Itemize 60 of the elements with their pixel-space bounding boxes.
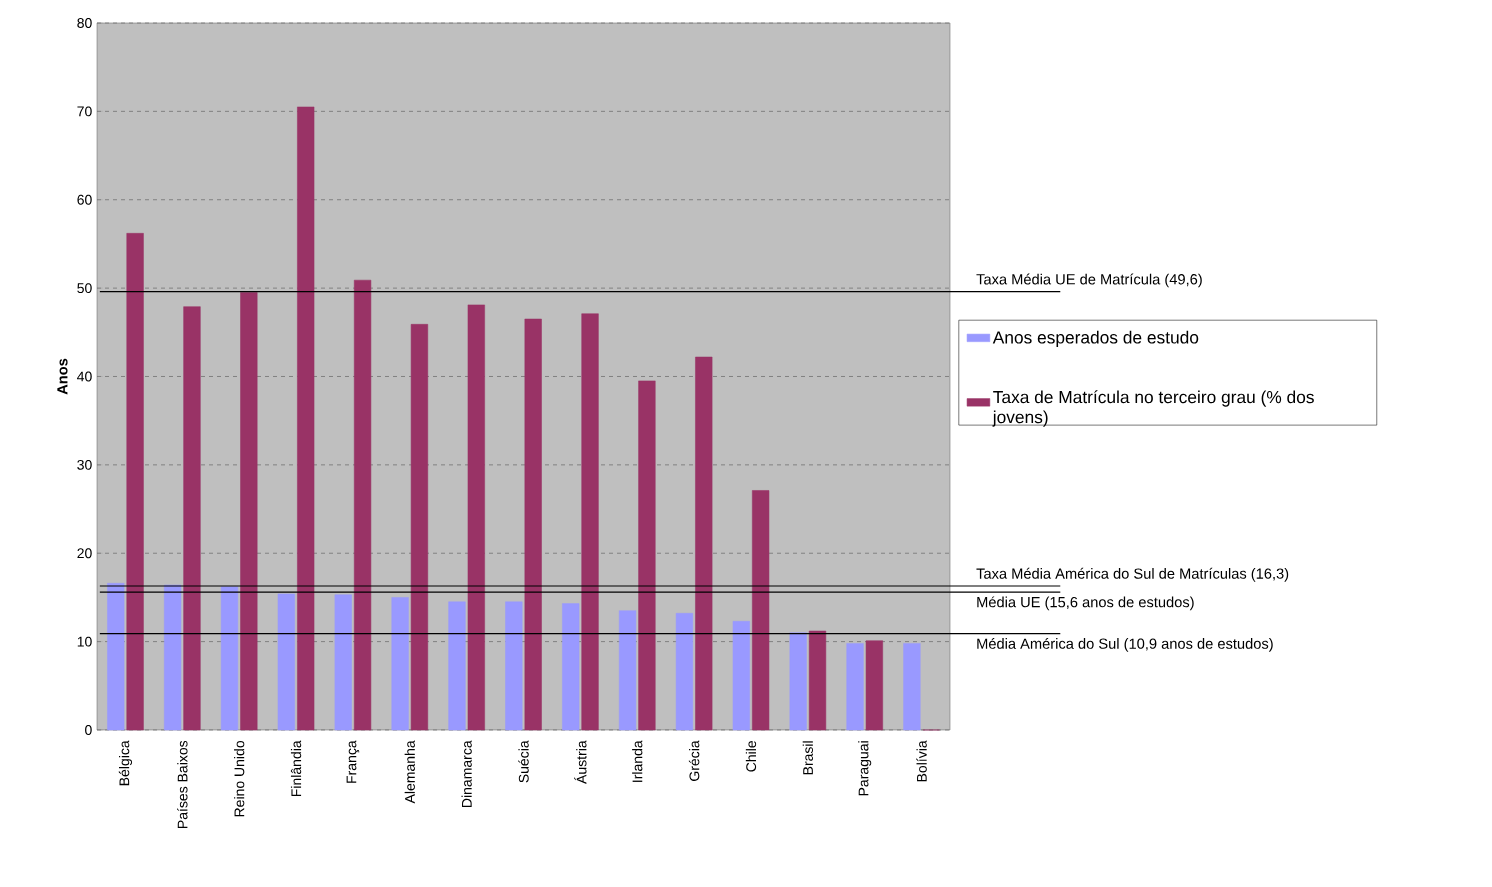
bar (675, 613, 694, 731)
ref-line-label: Média América do Sul (10,9 anos de estudos) (977, 637, 1273, 652)
y-tick-label: 70 (77, 106, 92, 117)
y-axis-title: Anos (57, 358, 68, 395)
bar (562, 603, 580, 731)
y-tick-label: 80 (77, 18, 92, 28)
bar (903, 643, 921, 731)
legend-label: Anos esperados de estudo (992, 330, 1199, 348)
bar (183, 306, 201, 731)
x-tick-label: Alemanha (404, 740, 415, 804)
bar (297, 106, 315, 731)
bar (865, 640, 883, 731)
bar (638, 380, 656, 731)
x-tick-label: Grécia (688, 740, 700, 781)
x-tick-label: Bélgica (118, 740, 133, 786)
x-tick-label: Chile (745, 741, 757, 772)
ref-line-label: Taxa Média América do Sul de Matrículas (16,3) (976, 567, 1289, 582)
y-tick-label: 50 (77, 283, 92, 294)
x-tick-label: Suécia (518, 740, 529, 783)
bar (467, 304, 485, 731)
bar (126, 233, 144, 731)
bar (240, 292, 258, 731)
x-tick-label: Reino Unido (234, 741, 245, 817)
x-tick-label: Dinamarca (461, 740, 472, 807)
x-tick-label: Bolívia (916, 740, 927, 782)
bar (789, 632, 807, 731)
x-tick-label: Brasil (802, 741, 813, 775)
y-tick-label: 40 (77, 371, 92, 382)
x-tick-label: Irlanda (632, 740, 643, 782)
x-tick-label: Países Baixos (177, 740, 188, 828)
y-tick-label: 60 (77, 194, 92, 205)
x-tick-label: Paraguai (858, 741, 872, 796)
bar (220, 586, 239, 731)
bar (524, 318, 542, 731)
y-tick-label: 20 (77, 548, 92, 559)
x-tick-label: França (346, 740, 360, 783)
bar (164, 584, 182, 731)
x-tick-label: Áustria (574, 740, 587, 784)
ref-line-label: Média UE (15,6 anos de estudos) (977, 596, 1194, 611)
bar (334, 594, 352, 731)
bar (391, 597, 409, 731)
legend-label: Taxa de Matrícula no terceiro grau (% dos jovens) (992, 390, 1314, 427)
y-tick-label: 0 (85, 725, 92, 735)
bar (618, 610, 637, 731)
bar (277, 593, 295, 731)
bar (732, 621, 750, 731)
bar (808, 630, 827, 731)
bar (505, 601, 523, 731)
bar (353, 279, 372, 731)
bar (752, 490, 770, 731)
y-tick-label: 10 (77, 636, 92, 647)
ref-line-label: Taxa Média UE de Matrícula (49,6) (976, 273, 1202, 288)
x-tick-label: Finlândia (290, 740, 302, 797)
bar (448, 601, 466, 731)
bar (695, 356, 713, 731)
bar (107, 583, 125, 731)
bar (410, 324, 429, 731)
bar (581, 313, 599, 731)
bar (846, 643, 864, 731)
y-tick-label: 30 (77, 459, 92, 470)
